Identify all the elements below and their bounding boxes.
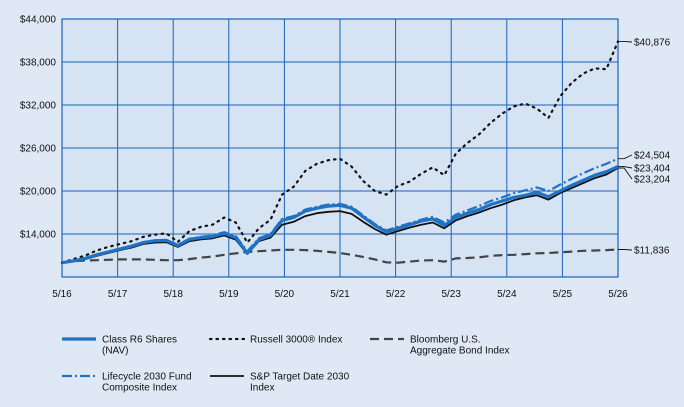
x-tick-label: 5/16 xyxy=(52,289,72,300)
y-tick-label: $44,000 xyxy=(20,15,57,26)
x-tick-label: 5/19 xyxy=(219,289,239,300)
end-label-leader xyxy=(618,40,633,43)
end-value-label: $23,204 xyxy=(634,175,671,186)
legend-label: Lifecycle 2030 Fund xyxy=(102,372,192,383)
series-lines xyxy=(60,40,620,265)
series-line xyxy=(61,157,619,264)
x-tick-label: 5/22 xyxy=(386,289,406,300)
end-value-label: $40,876 xyxy=(634,38,671,49)
x-tick-label: 5/25 xyxy=(553,289,573,300)
series-line xyxy=(61,167,619,264)
series-line xyxy=(60,40,620,264)
legend-label: Bloomberg U.S. xyxy=(410,335,481,346)
end-label-leader xyxy=(618,167,633,180)
end-label-leader xyxy=(618,166,633,169)
series-line xyxy=(61,248,619,264)
end-value-label: $11,836 xyxy=(634,246,670,257)
legend-label: Index xyxy=(250,383,274,394)
legend-label: Composite Index xyxy=(102,383,177,394)
legend: Class R6 Shares(NAV) Russell 3000® Index B… xyxy=(62,335,510,394)
legend-label: S&P Target Date 2030 xyxy=(250,372,350,383)
x-tick-label: 5/20 xyxy=(275,289,295,300)
y-axis-ticks: $44,000 $38,000 $32,000 $26,000 $20,000 $14,0… xyxy=(20,15,57,241)
end-label-leader xyxy=(618,249,633,251)
x-axis-ticks: 5/16 5/17 5/18 5/19 5/20 5/21 5/22 5/23 5/24 5/25… xyxy=(52,289,628,300)
y-tick-label: $26,000 xyxy=(20,144,57,155)
end-value-labels: $40,876 $24,504 $23,404$23,204 $11,836 xyxy=(618,38,671,257)
x-tick-label: 5/18 xyxy=(163,289,183,300)
end-label-leader xyxy=(618,154,633,160)
y-tick-label: $38,000 xyxy=(20,58,57,69)
x-tick-label: 5/17 xyxy=(108,289,128,300)
x-tick-label: 5/26 xyxy=(608,289,628,300)
end-value-label: $24,504 xyxy=(634,151,671,162)
y-tick-label: $14,000 xyxy=(20,230,57,241)
x-tick-label: 5/21 xyxy=(330,289,350,300)
y-tick-label: $32,000 xyxy=(20,101,57,112)
x-tick-label: 5/23 xyxy=(441,289,461,300)
x-tick-label: 5/24 xyxy=(497,289,517,300)
legend-label: Class R6 Shares xyxy=(102,335,177,346)
end-value-label: $23,404 xyxy=(634,164,671,175)
legend-label: Aggregate Bond Index xyxy=(410,346,510,357)
y-tick-label: $20,000 xyxy=(20,187,57,198)
legend-label: Russell 3000® Index xyxy=(250,335,342,346)
legend-label: (NAV) xyxy=(102,346,128,357)
